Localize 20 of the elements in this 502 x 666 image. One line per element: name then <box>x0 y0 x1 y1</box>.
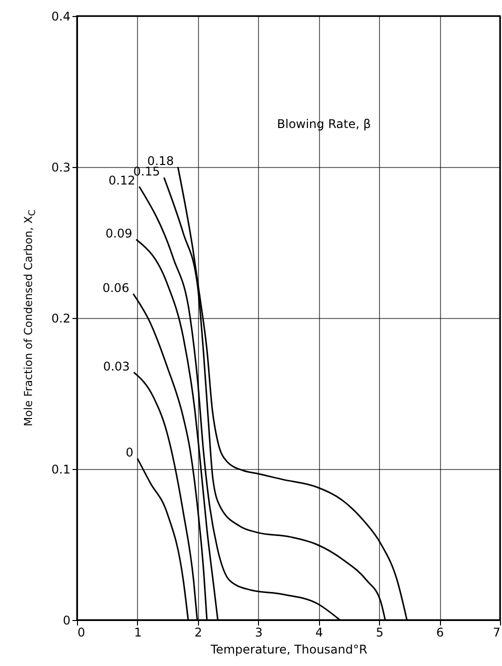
y-tick-label: 0.1 <box>51 462 70 476</box>
series-label: 0.03 <box>103 359 130 374</box>
series-label: 0.06 <box>102 280 130 295</box>
x-tick-label: 5 <box>376 626 384 640</box>
x-tick-label: 0 <box>78 626 86 640</box>
x-tick-label: 7 <box>492 626 500 640</box>
x-tick-label: 2 <box>194 626 202 640</box>
x-tick-label: 3 <box>254 626 263 640</box>
series-label: 0.18 <box>147 154 174 168</box>
series-label: 0.09 <box>106 226 132 240</box>
x-tick-label: 1 <box>134 626 142 640</box>
y-tick-label: 0 <box>62 614 70 628</box>
x-axis-title: Temperature, Thousand°R <box>210 642 368 656</box>
y-tick-label: 0.4 <box>51 10 70 24</box>
y-tick-label: 0.3 <box>51 160 70 174</box>
series-label: 0 <box>126 445 134 460</box>
series-label: 0.12 <box>108 174 136 188</box>
y-tick-label: 0.2 <box>51 312 70 326</box>
x-tick-label: 6 <box>436 626 444 640</box>
x-tick-label: 4 <box>315 626 324 640</box>
